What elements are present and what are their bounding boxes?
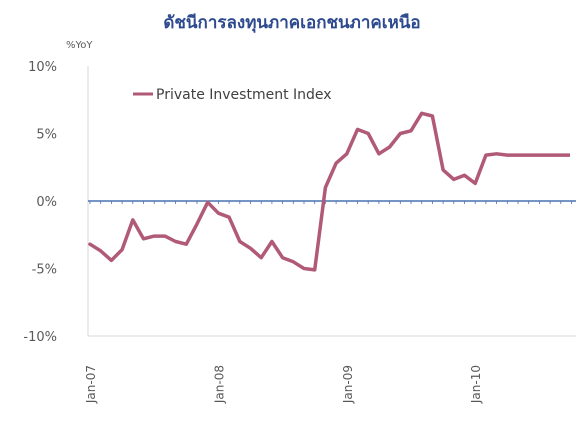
y-tick-label: 5% [36, 128, 57, 143]
legend: Private Investment Index [133, 87, 332, 103]
y-tick-label: 10% [28, 60, 57, 75]
x-tick-label: Jan-09 [341, 365, 355, 404]
legend-label: Private Investment Index [156, 87, 332, 103]
axes-group: 10% 5% 0% -5% -10% Jan-07 Jan-08 Jan-09 Jan-10 [23, 60, 576, 404]
y-tick-label: -5% [32, 263, 57, 278]
series-group [88, 111, 570, 272]
series-line-private-investment-index [88, 111, 570, 272]
chart-title: ดัชนีการลงทุนภาคเอกชนภาคเหนือ [163, 12, 420, 33]
y-tick-label: 0% [36, 195, 57, 210]
x-tick-label: Jan-10 [469, 365, 483, 404]
x-tick-label: Jan-07 [84, 365, 98, 404]
y-tick-label: -10% [23, 330, 57, 345]
x-tick-label: Jan-08 [212, 365, 226, 404]
y-axis-unit-label: %YoY [66, 40, 93, 51]
